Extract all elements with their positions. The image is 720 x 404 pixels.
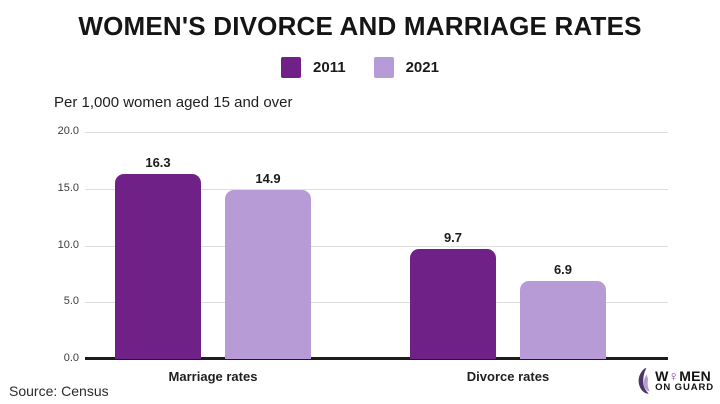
brand-logo: W♀MEN ON GUARD <box>636 366 714 396</box>
gridline <box>85 302 668 304</box>
bar <box>520 280 606 359</box>
bar-value-label: 6.9 <box>553 261 573 277</box>
bar <box>410 248 496 359</box>
chart-subtitle: Per 1,000 women aged 15 and over <box>54 94 293 111</box>
legend-swatch <box>281 57 302 78</box>
x-axis-category-label: Divorce rates <box>466 369 550 384</box>
y-axis-tick-label: 15.0 <box>57 181 79 194</box>
logo-line2: ON GUARD <box>655 382 714 394</box>
logo-wordmark: W♀MEN ON GUARD <box>655 367 714 394</box>
bar <box>225 189 311 359</box>
legend-swatch <box>373 57 394 78</box>
bar-value-label: 16.3 <box>145 155 171 170</box>
bar-group: 16.3 14.9 Marriage rates <box>115 132 311 384</box>
gridline <box>85 188 668 190</box>
x-axis-category-label: Marriage rates <box>168 369 258 384</box>
bar-wrap: 16.3 <box>115 132 201 359</box>
bar-group: 9.7 6.9 Divorce rates <box>410 132 606 384</box>
chart-plot-area: 20.0 15.0 10.0 5.0 0.0 16.3 14.9 Marriage rates… <box>58 125 668 384</box>
logo-flame-icon <box>638 368 650 394</box>
bar <box>115 174 201 359</box>
female-symbol-icon: ♀ <box>668 367 680 384</box>
bar-wrap: 9.7 <box>410 132 496 359</box>
y-axis-tick-label: 5.0 <box>63 295 79 308</box>
logo-word-prefix: W <box>655 367 669 384</box>
logo-line1: W♀MEN <box>655 367 714 384</box>
gridline <box>85 245 668 247</box>
legend-item: 2011 <box>281 57 346 78</box>
chart-legend: 2011 2021 <box>0 57 720 78</box>
legend-label: 2011 <box>313 59 346 76</box>
x-axis-line <box>85 357 668 360</box>
legend-label: 2021 <box>405 59 439 76</box>
bar-wrap: 14.9 <box>225 132 311 359</box>
page-title: WOMEN'S DIVORCE AND MARRIAGE RATES <box>78 11 642 41</box>
bar-value-label: 14.9 <box>255 170 281 186</box>
y-axis-tick-label: 0.0 <box>63 352 79 364</box>
bar-value-label: 9.7 <box>443 229 463 245</box>
legend-item: 2021 <box>373 57 439 78</box>
y-axis-tick-label: 10.0 <box>57 238 79 251</box>
gridline <box>85 132 668 133</box>
logo-word-suffix: MEN <box>679 367 711 384</box>
bar-wrap: 6.9 <box>520 132 606 359</box>
source-note: Source: Census <box>9 383 109 399</box>
y-axis-tick-label: 20.0 <box>57 125 79 137</box>
